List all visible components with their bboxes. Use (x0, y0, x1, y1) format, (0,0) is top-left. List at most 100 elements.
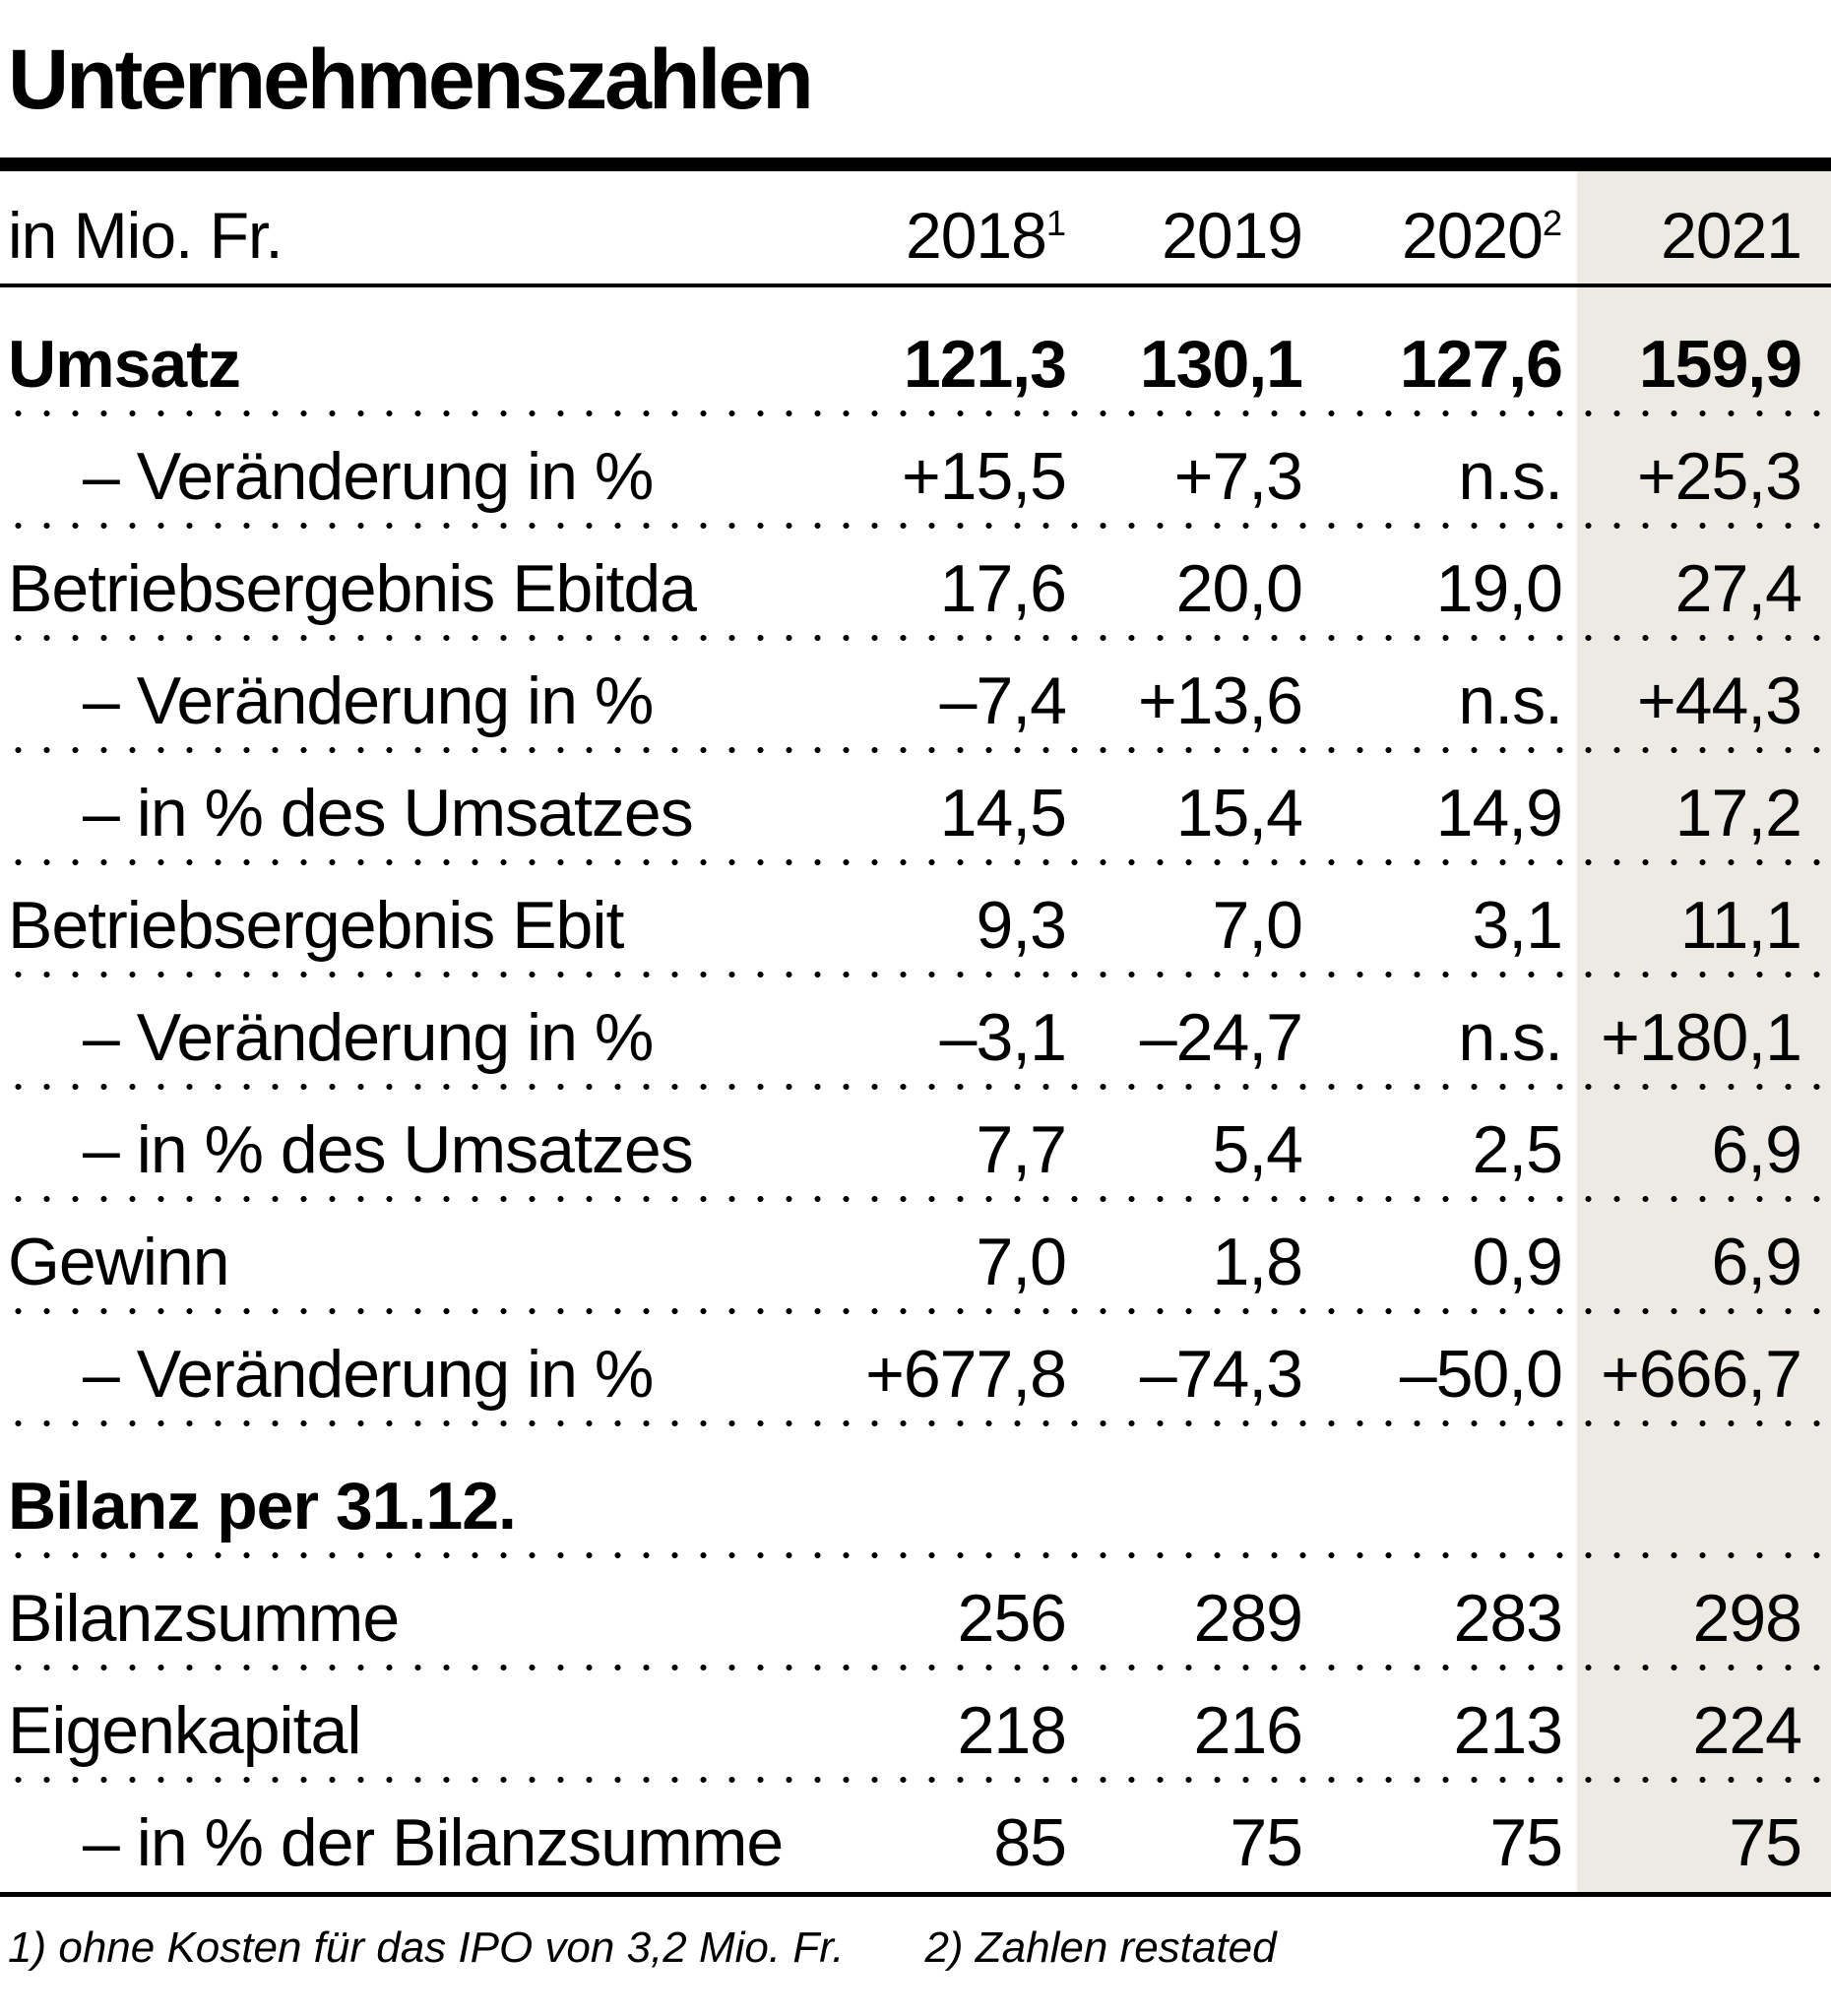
value-cell: 14,9 (1435, 776, 1563, 850)
row-label: Betriebsergebnis Ebit (8, 888, 624, 963)
value-cell: 75 (1489, 1805, 1563, 1880)
row-label: – in % der Bilanzsumme (83, 1805, 784, 1880)
value-cell: n.s. (1458, 1000, 1563, 1075)
year-text: 2018 (905, 199, 1047, 272)
value-cell: 256 (957, 1581, 1067, 1656)
footnotes: 1) ohne Kosten für das IPO von 3,2 Mio. … (0, 1897, 1831, 1972)
value-cell: 17,2 (1674, 776, 1802, 850)
row-label: Umsatz (8, 327, 241, 402)
year-footnote-mark: 2 (1542, 203, 1562, 243)
row-label: Bilanzsumme (8, 1581, 400, 1656)
row-label: – in % des Umsatzes (83, 776, 694, 850)
value-cell: 121,3 (903, 327, 1067, 402)
value-cell: 3,1 (1472, 888, 1563, 963)
value-cell: 224 (1692, 1693, 1802, 1768)
value-cell: 127,6 (1399, 327, 1563, 402)
value-cell: 130,1 (1139, 327, 1303, 402)
column-header-year: 20202 (1302, 203, 1562, 284)
year-text: 2021 (1661, 199, 1802, 272)
table-row: – Veränderung in % +677,8 –74,3 –50,0 +666,7 (0, 1311, 1831, 1427)
table-body: Umsatz 121,3 130,1 127,6 159,9 – Veränderung … (0, 287, 1831, 1892)
table-row: Gewinn 7,0 1,8 0,9 6,9 (0, 1199, 1831, 1315)
table-row: Umsatz 121,3 130,1 127,6 159,9 (0, 287, 1831, 417)
table-row: – in % des Umsatzes 14,5 15,4 14,9 17,2 (0, 750, 1831, 866)
value-cell: 7,0 (976, 1225, 1067, 1299)
value-cell: –50,0 (1399, 1337, 1563, 1412)
unit-label: in Mio. Fr. (8, 199, 284, 272)
value-cell: n.s. (1458, 663, 1563, 738)
value-cell: +180,1 (1601, 1000, 1802, 1075)
value-cell: 0,9 (1472, 1225, 1563, 1299)
row-label: – Veränderung in % (83, 663, 654, 738)
row-label: – Veränderung in % (83, 439, 654, 514)
value-cell: 218 (957, 1693, 1067, 1768)
value-cell: 75 (1230, 1805, 1303, 1880)
year-text: 2020 (1401, 199, 1544, 272)
value-cell: 9,3 (976, 888, 1067, 963)
row-label: Eigenkapital (8, 1693, 361, 1768)
section-row: Bilanz per 31.12. (0, 1423, 1831, 1559)
value-cell: 27,4 (1674, 551, 1802, 626)
row-label: – Veränderung in % (83, 1337, 654, 1412)
value-cell: 19,0 (1435, 551, 1563, 626)
value-cell: 283 (1453, 1581, 1563, 1656)
value-cell: –74,3 (1139, 1337, 1303, 1412)
value-cell: –7,4 (939, 663, 1067, 738)
year-footnote-mark: 1 (1045, 203, 1066, 243)
value-cell: +7,3 (1173, 439, 1303, 514)
table-row: Eigenkapital 218 216 213 224 (0, 1668, 1831, 1784)
row-label: Betriebsergebnis Ebitda (8, 551, 697, 626)
value-cell: +666,7 (1601, 1337, 1802, 1412)
value-cell: –3,1 (939, 1000, 1067, 1075)
value-cell: 213 (1453, 1693, 1563, 1768)
value-cell: 7,0 (1212, 888, 1303, 963)
value-cell: 20,0 (1175, 551, 1303, 626)
table-row: – Veränderung in % +15,5 +7,3 n.s. +25,3 (0, 413, 1831, 530)
table-row: – Veränderung in % –3,1 –24,7 n.s. +180,1 (0, 975, 1831, 1091)
table-row: – in % der Bilanzsumme 85 75 75 75 (0, 1780, 1831, 1892)
value-cell: 159,9 (1638, 327, 1802, 402)
table-row: – in % des Umsatzes 7,7 5,4 2,5 6,9 (0, 1087, 1831, 1203)
row-label: Gewinn (8, 1225, 230, 1299)
table-header-row: in Mio. Fr. 20181 2019 20202 2021 (0, 171, 1831, 284)
value-cell: –24,7 (1139, 1000, 1303, 1075)
value-cell: 14,5 (939, 776, 1067, 850)
value-cell: 6,9 (1711, 1112, 1802, 1187)
value-cell: 17,6 (939, 551, 1067, 626)
value-cell: 7,7 (976, 1112, 1067, 1187)
value-cell: 216 (1193, 1693, 1303, 1768)
value-cell: 5,4 (1212, 1112, 1303, 1187)
table-row: Bilanzsumme 256 289 283 298 (0, 1555, 1831, 1671)
year-text: 2019 (1162, 199, 1303, 272)
header-rule (0, 284, 1831, 287)
column-header-year: 2019 (1066, 203, 1303, 284)
table-row: Betriebsergebnis Ebitda 17,6 20,0 19,0 27,4 (0, 526, 1831, 642)
table-row: – Veränderung in % –7,4 +13,6 n.s. +44,3 (0, 638, 1831, 754)
page-title: Unternehmenszahlen (8, 32, 814, 127)
column-header-year: 2021 (1562, 203, 1831, 284)
value-cell: 11,1 (1679, 888, 1802, 963)
table-row: Betriebsergebnis Ebit 9,3 7,0 3,1 11,1 (0, 862, 1831, 978)
value-cell: 298 (1692, 1581, 1802, 1656)
highlight-column-background (1577, 171, 1831, 1892)
value-cell: 1,8 (1212, 1225, 1303, 1299)
column-header-year: 20181 (820, 203, 1066, 284)
top-rule (0, 158, 1831, 171)
value-cell: 2,5 (1472, 1112, 1563, 1187)
value-cell: +15,5 (901, 439, 1067, 514)
value-cell: 6,9 (1711, 1225, 1802, 1299)
value-cell: 85 (993, 1805, 1067, 1880)
value-cell: +25,3 (1636, 439, 1802, 514)
row-label: Bilanz per 31.12. (8, 1469, 517, 1544)
footnote-2: 2) Zahlen restated (924, 1923, 1277, 1972)
value-cell: +44,3 (1636, 663, 1802, 738)
value-cell: 289 (1193, 1581, 1303, 1656)
row-label: – Veränderung in % (83, 1000, 654, 1075)
value-cell: +13,6 (1137, 663, 1303, 738)
footnote-1: 1) ohne Kosten für das IPO von 3,2 Mio. … (8, 1923, 845, 1972)
value-cell: 15,4 (1175, 776, 1303, 850)
bottom-rule (0, 1892, 1831, 1897)
value-cell: n.s. (1458, 439, 1563, 514)
value-cell: 75 (1729, 1805, 1802, 1880)
